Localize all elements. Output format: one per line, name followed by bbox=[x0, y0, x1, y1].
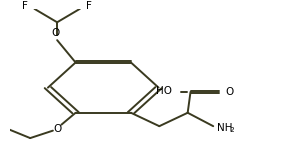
Text: O: O bbox=[225, 87, 233, 97]
Text: F: F bbox=[86, 1, 92, 11]
Text: NH: NH bbox=[218, 123, 233, 133]
Text: O: O bbox=[52, 28, 60, 38]
Text: 2: 2 bbox=[230, 127, 235, 133]
Text: O: O bbox=[54, 124, 62, 134]
Text: HO: HO bbox=[156, 86, 172, 96]
Text: F: F bbox=[22, 1, 28, 11]
